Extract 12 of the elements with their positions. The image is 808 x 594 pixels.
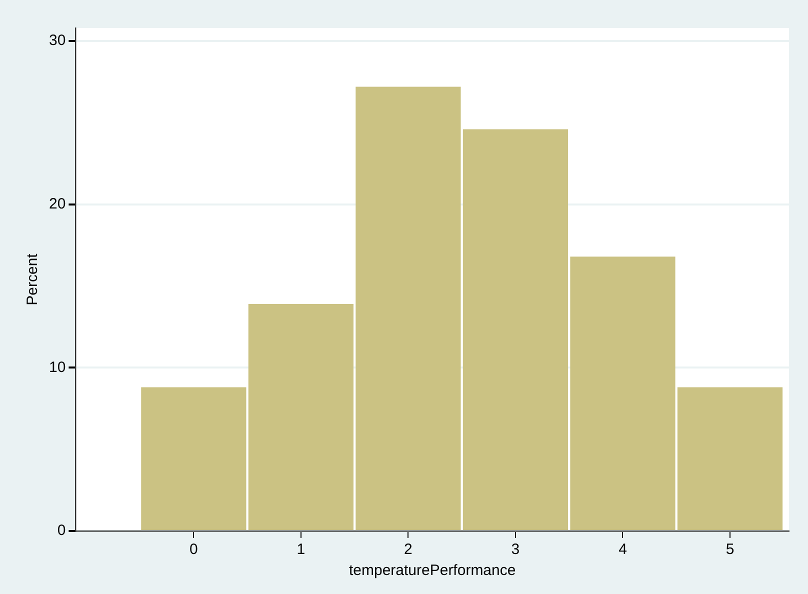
x-tick-label: 0 bbox=[190, 541, 198, 558]
x-axis-title: temperaturePerformance bbox=[348, 562, 516, 580]
y-axis-title: Percent bbox=[24, 252, 42, 306]
x-tick-label: 2 bbox=[404, 541, 412, 558]
x-tick-label: 5 bbox=[726, 541, 734, 558]
y-tick-label: 0 bbox=[57, 522, 66, 540]
y-tick-label: 10 bbox=[48, 358, 66, 376]
y-tick-label: 30 bbox=[48, 32, 66, 50]
x-tick-label: 1 bbox=[296, 541, 306, 558]
x-tick-label: 3 bbox=[511, 541, 520, 558]
x-tick-label: 4 bbox=[618, 541, 627, 558]
y-tick-label: 20 bbox=[48, 196, 66, 213]
